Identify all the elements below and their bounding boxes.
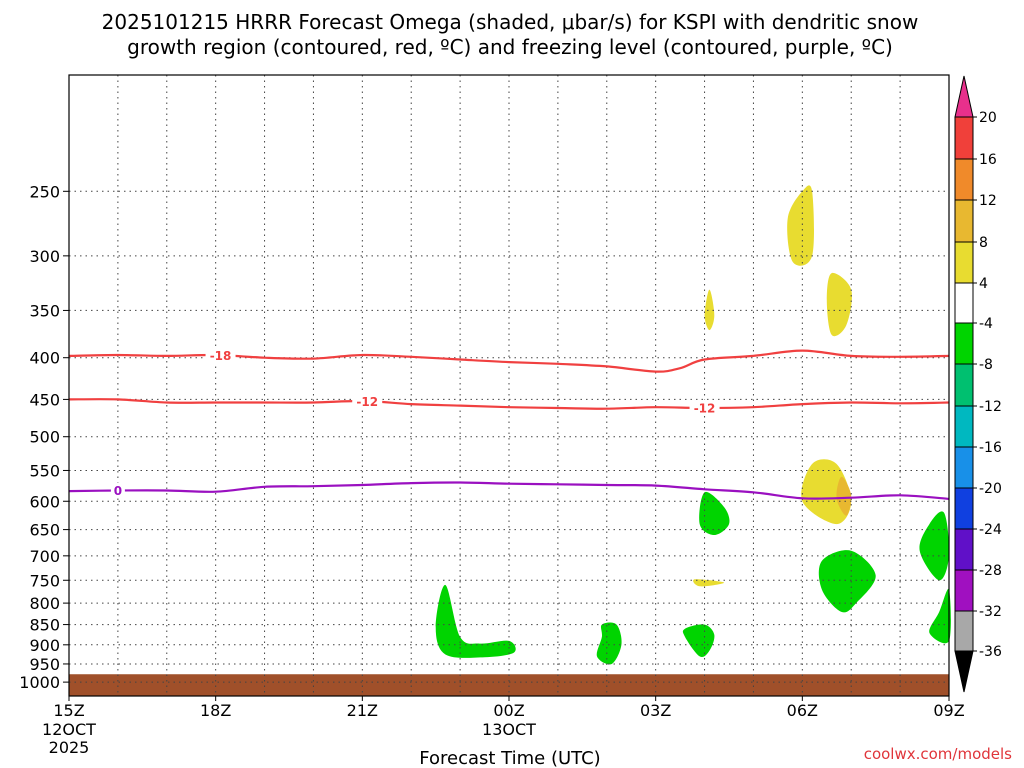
x-tick-label-21Z: 21Z [347,701,378,720]
plot-area: -18 -12 -12 0 [68,74,951,697]
downward-motion-area-10 [801,459,852,525]
colorbar-label-0: 20 [979,110,997,126]
upward-motion-area-3 [699,491,730,535]
chart-title-line-1: 2025101215 HRRR Forecast Omega (shaded, … [102,10,919,34]
colorbar-band-6 [954,363,974,407]
colorbar-label-9: -20 [979,481,1002,497]
y-tick-label-850: 850 [29,616,60,635]
x-tick-label-03Z: 03Z [640,701,671,720]
upward-motion-area-4 [818,550,876,613]
colorbar-band-3 [954,241,974,284]
colorbar-label-12: -32 [979,604,1002,620]
y-tick-label-550: 550 [29,461,60,480]
y-tick-label-900: 900 [29,636,60,655]
colorbar-label-13: -36 [979,644,1002,660]
upward-motion-area-0 [435,584,516,658]
colorbar-label-10: -24 [979,522,1002,538]
colorbar-top-triangle [954,75,974,118]
x-tick-label-06Z: 06Z [787,701,818,720]
colorbar-band-11 [954,569,974,612]
contour-label-1-b: -12 [694,401,716,415]
colorbar-band-12 [954,610,974,652]
colorbar-band-7 [954,405,974,448]
x-tick-label-15Z: 15Z [53,701,84,720]
contour-label-bg-1-a [352,393,383,410]
colorbar-label-8: -16 [979,440,1002,456]
downward-motion-area-9 [704,289,715,331]
colorbar-band-4 [954,282,974,324]
y-tick-label-500: 500 [29,428,60,447]
contour-label-bg-2-a [110,482,125,499]
contour-labels: -18 -12 -12 0 [110,347,720,499]
y-tick-label-800: 800 [29,594,60,613]
colorbar-label-7: -12 [979,399,1002,415]
y-tick-label-1000: 1000 [19,673,60,692]
colorbar-label-1: 16 [979,152,997,168]
y-tick-label-450: 450 [29,390,60,409]
colorbar-bottom-triangle [954,650,974,693]
date-label-12OCT: 12OCT [42,720,96,739]
contour-label-0-a: -18 [210,349,232,363]
y-tick-label-650: 650 [29,521,60,540]
colorbar: 20 16 12 8 4 -4 -8 -12 -16 -20 -24 -28 -32 -36 [954,75,1002,693]
colorbar-label-6: -8 [979,357,993,373]
x-tick-label-09Z: 09Z [933,701,964,720]
x-axis-label: Forecast Time (UTC) [419,748,600,768]
y-tick-label-600: 600 [29,492,60,511]
upward-motion-area-1 [596,622,622,665]
contour-label-bg-1-b [689,399,720,416]
y-tick-label-950: 950 [29,655,60,674]
colorbar-band-8 [954,446,974,489]
x-tick-label-00Z: 00Z [493,701,524,720]
colorbar-band-5 [954,322,974,365]
colorbar-band-2 [954,199,974,243]
y-tick-label-250: 250 [29,182,60,201]
y-tick-label-300: 300 [29,247,60,266]
colorbar-label-11: -28 [979,563,1002,579]
colorbar-band-1 [954,158,974,201]
colorbar-label-5: -4 [979,316,993,332]
contour-line-2 [68,481,950,500]
upward-motion-area-5 [919,511,950,581]
chart-title-line-2: growth region (contoured, red, ºC) and f… [127,35,893,59]
colorbar-label-2: 12 [979,193,997,209]
contour-line-0 [68,349,950,373]
downward-motion-area-11 [693,579,725,587]
grid-lines [69,75,949,696]
contour-label-1-a: -12 [356,395,378,409]
upward-motion-area-6 [929,588,951,644]
date-label-13OCT: 13OCT [482,720,536,739]
upward-motion-area-2 [682,624,715,658]
colorbar-band-9 [954,487,974,530]
y-tick-label-750: 750 [29,571,60,590]
credit-text: coolwx.com/models [864,745,1012,763]
downward-motion-area-12 [836,476,852,516]
x-tick-label-18Z: 18Z [200,701,231,720]
colorbar-band-0 [954,116,974,160]
date-label-2025: 2025 [49,738,90,757]
downward-motion-area-8 [826,272,852,337]
y-tick-label-700: 700 [29,547,60,566]
colorbar-band-10 [954,528,974,571]
y-axis: 2503003504004505005506006507007508008509… [19,182,69,692]
contour-label-2-a: 0 [114,484,122,498]
ground-below-surface [69,674,949,696]
omega-shading [435,185,951,665]
colorbar-label-3: 8 [979,235,988,251]
colorbar-label-4: 4 [979,276,988,292]
y-tick-label-400: 400 [29,349,60,368]
contour-label-bg-0-a [205,347,236,364]
downward-motion-area-7 [787,185,814,266]
y-tick-label-350: 350 [29,301,60,320]
contour-line-1 [68,398,950,410]
